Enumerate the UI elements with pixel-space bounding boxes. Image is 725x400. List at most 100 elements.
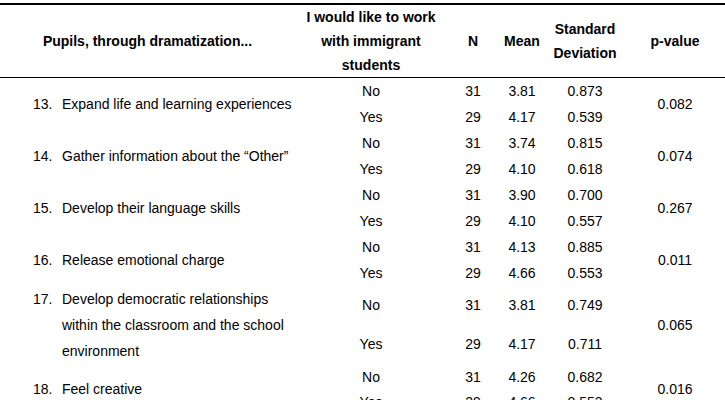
item-label: Expand life and learning experiences [62,91,292,117]
item-number: 16. [33,247,62,273]
group-yes-cell: Yes [295,208,447,234]
header-n: N [447,29,499,53]
sd-no-cell: 0.682 [545,364,625,390]
n-no-cell: 31 [447,182,499,208]
sd-yes-cell: 0.711 [545,325,625,364]
mean-yes-cell: 4.17 [499,325,545,364]
header-p: p-value [625,29,725,53]
table-row-group: 15.Develop their language skills No 31 3… [0,182,725,234]
header-group: I would like to work with immigrant stud… [295,5,447,77]
sd-no-cell: 0.700 [545,182,625,208]
mean-no-cell: 3.74 [499,130,545,156]
table-row-no: 14.Gather information about the “Other” … [0,130,725,156]
item-label: Release emotional charge [62,247,225,273]
mean-yes-cell: 4.17 [499,104,545,130]
item-cell: 13.Expand life and learning experiences [0,78,295,130]
header-sd: Standard Deviation [548,17,622,65]
group-yes-cell: Yes [295,156,447,182]
header-mean: Mean [499,29,545,53]
p-value-cell: 0.011 [625,234,725,286]
group-no-cell: No [295,364,447,390]
group-no-cell: No [295,78,447,104]
item-cell: 16.Release emotional charge [0,234,295,286]
item-label-line: within the classroom and the school [62,312,284,338]
item-label: Develop their language skills [62,195,240,221]
item-cell: 18.Feel creative [0,364,295,400]
group-no-cell: No [295,234,447,260]
item-label-line: Release emotional charge [62,247,225,273]
table-row-no: 18.Feel creative No 31 4.26 0.682 0.016 [0,364,725,390]
table-header: Pupils, through dramatization... I would… [0,4,725,78]
table-row-group: 13.Expand life and learning experiences … [0,78,725,130]
sd-yes-cell: 0.553 [545,260,625,286]
item-label-line: Expand life and learning experiences [62,91,292,117]
item-label-line: Feel creative [62,376,142,400]
mean-no-cell: 3.90 [499,182,545,208]
item-number: 18. [33,376,62,400]
group-no-cell: No [295,130,447,156]
group-yes-cell: Yes [295,390,447,400]
item-label-line: Develop their language skills [62,195,240,221]
n-no-cell: 31 [447,130,499,156]
table-row-group: 14.Gather information about the “Other” … [0,130,725,182]
sd-yes-cell: 0.553 [545,390,625,400]
table-row-no: 17.Develop democratic relationshipswithi… [0,286,725,325]
item-label: Gather information about the “Other” [62,143,288,169]
sd-no-cell: 0.749 [545,286,625,325]
n-no-cell: 31 [447,78,499,104]
mean-yes-cell: 4.10 [499,208,545,234]
table-row-group: 16.Release emotional charge No 31 4.13 0… [0,234,725,286]
table-row-group: 18.Feel creative No 31 4.26 0.682 0.016 … [0,364,725,400]
item-label: Develop democratic relationshipswithin t… [62,286,284,364]
mean-yes-cell: 4.66 [499,390,545,400]
sd-no-cell: 0.873 [545,78,625,104]
sd-yes-cell: 0.618 [545,156,625,182]
item-number: 14. [33,143,62,169]
p-value-cell: 0.016 [625,364,725,400]
p-value-cell: 0.065 [625,286,725,364]
item-number: 17. [33,286,62,312]
group-yes-cell: Yes [295,104,447,130]
mean-no-cell: 4.13 [499,234,545,260]
item-label-line: Gather information about the “Other” [62,143,288,169]
mean-no-cell: 3.81 [499,78,545,104]
table-row-no: 15.Develop their language skills No 31 3… [0,182,725,208]
paper-table-page: Pupils, through dramatization... I would… [0,0,725,400]
header-row: Pupils, through dramatization... I would… [0,4,725,78]
group-no-cell: No [295,182,447,208]
sd-yes-cell: 0.539 [545,104,625,130]
sd-no-cell: 0.815 [545,130,625,156]
item-label-line: environment [62,338,284,364]
item-cell: 14.Gather information about the “Other” [0,130,295,182]
item-cell: 15.Develop their language skills [0,182,295,234]
header-item: Pupils, through dramatization... [0,29,295,53]
n-no-cell: 31 [447,286,499,325]
group-yes-cell: Yes [295,260,447,286]
mean-no-cell: 4.26 [499,364,545,390]
table-row-group: 17.Develop democratic relationshipswithi… [0,286,725,364]
n-yes-cell: 29 [447,104,499,130]
table-row-no: 13.Expand life and learning experiences … [0,78,725,104]
n-yes-cell: 29 [447,260,499,286]
item-number: 15. [33,195,62,221]
n-yes-cell: 29 [447,208,499,234]
n-yes-cell: 29 [447,390,499,400]
mean-yes-cell: 4.66 [499,260,545,286]
n-no-cell: 31 [447,234,499,260]
mean-no-cell: 3.81 [499,286,545,325]
sd-no-cell: 0.885 [545,234,625,260]
table-row-no: 16.Release emotional charge No 31 4.13 0… [0,234,725,260]
item-cell: 17.Develop democratic relationshipswithi… [0,286,295,364]
n-no-cell: 31 [447,364,499,390]
p-value-cell: 0.267 [625,182,725,234]
sd-yes-cell: 0.557 [545,208,625,234]
p-value-cell: 0.074 [625,130,725,182]
item-number: 13. [33,91,62,117]
group-no-cell: No [295,286,447,325]
item-label-line: Develop democratic relationships [62,286,284,312]
statistics-table: Pupils, through dramatization... I would… [0,3,725,400]
p-value-cell: 0.082 [625,78,725,130]
mean-yes-cell: 4.10 [499,156,545,182]
n-yes-cell: 29 [447,325,499,364]
group-yes-cell: Yes [295,325,447,364]
